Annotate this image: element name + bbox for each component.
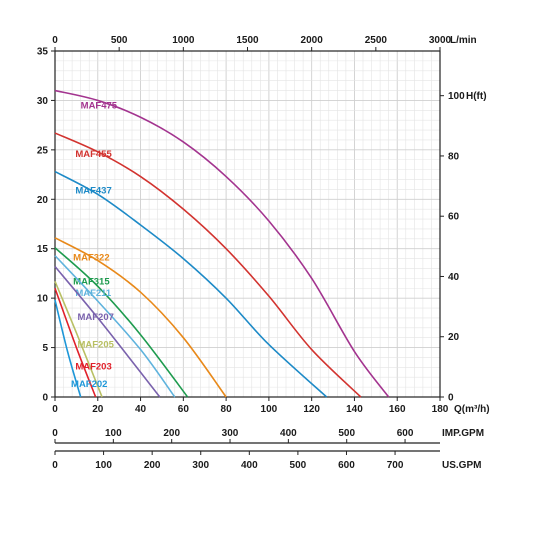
y-tick-label: 10: [37, 294, 49, 305]
us-gpm-tick-label: 500: [290, 460, 307, 471]
us-gpm-tick-label: 200: [144, 460, 161, 471]
x-tick-label: 40: [135, 404, 147, 415]
x-tick-label: 120: [303, 404, 320, 415]
x-tick-label: 60: [178, 404, 190, 415]
series-label-maf205: MAF205: [77, 340, 114, 351]
curve-maf322: [54, 237, 227, 398]
us-gpm-tick-label: 100: [95, 460, 112, 471]
top-tick-label: 2000: [301, 35, 324, 46]
x-tick-label: 160: [389, 404, 406, 415]
curve-maf202: [54, 299, 82, 398]
curve-maf205: [54, 281, 103, 398]
series-label-maf475: MAF475: [81, 100, 118, 111]
us-gpm-tick-label: 400: [241, 460, 258, 471]
y-tick-label: 30: [37, 96, 49, 107]
imp-gpm-axis-label: IMP.GPM: [442, 428, 484, 439]
top-tick-label: 1000: [172, 35, 195, 46]
curve-maf207: [54, 265, 161, 398]
series-label-maf315: MAF315: [73, 276, 110, 287]
imp-gpm-tick-label: 500: [338, 428, 355, 439]
series-label-maf207: MAF207: [77, 312, 113, 323]
x-tick-label: 140: [346, 404, 363, 415]
series-label-maf437: MAF437: [75, 185, 111, 196]
us-gpm-tick-label: 0: [52, 460, 58, 471]
us-gpm-axis-label: US.GPM: [442, 460, 481, 471]
curve-maf211: [54, 255, 176, 398]
y-tick-label: 5: [42, 343, 48, 354]
top-tick-label: 0: [52, 35, 58, 46]
imp-gpm-tick-label: 300: [222, 428, 239, 439]
us-gpm-tick-label: 700: [387, 460, 404, 471]
x-tick-label: 180: [432, 404, 449, 415]
us-gpm-tick-label: 600: [338, 460, 355, 471]
y-tick-label: 25: [37, 145, 49, 156]
x-axis-label: Q(m³/h): [454, 404, 490, 415]
y-tick-label: 20: [37, 195, 49, 206]
x-tick-label: 0: [52, 404, 58, 415]
top-axis-label: L/min: [450, 35, 477, 46]
curve-maf315: [54, 247, 189, 398]
series-label-maf202: MAF202: [71, 379, 107, 390]
imp-gpm-tick-label: 400: [280, 428, 297, 439]
y-tick-label: 35: [37, 47, 49, 58]
imp-gpm-tick-label: 600: [397, 428, 414, 439]
series-label-maf211: MAF211: [75, 288, 112, 299]
curve-maf475: [54, 89, 390, 398]
y-tick-label: 0: [42, 393, 48, 404]
imp-gpm-tick-label: 200: [163, 428, 180, 439]
right-axis-label: H(ft): [466, 91, 487, 102]
series-label-maf203: MAF203: [75, 361, 111, 372]
right-tick-label: 20: [448, 332, 460, 343]
imp-gpm-tick-label: 100: [105, 428, 122, 439]
x-tick-label: 80: [221, 404, 233, 415]
x-tick-label: 100: [261, 404, 278, 415]
top-tick-label: 2500: [365, 35, 388, 46]
right-tick-label: 0: [448, 393, 454, 404]
right-tick-label: 60: [448, 212, 460, 223]
x-tick-label: 20: [92, 404, 104, 415]
right-tick-label: 80: [448, 151, 460, 162]
curve-maf455: [54, 132, 362, 398]
series-label-maf322: MAF322: [73, 253, 109, 264]
curve-maf203: [54, 287, 97, 398]
right-tick-label: 40: [448, 272, 460, 283]
top-tick-label: 3000: [429, 35, 452, 46]
imp-gpm-tick-label: 0: [52, 428, 58, 439]
top-tick-label: 1500: [236, 35, 259, 46]
us-gpm-tick-label: 300: [192, 460, 209, 471]
right-tick-label: 100: [448, 91, 465, 102]
series-label-maf455: MAF455: [75, 149, 112, 160]
top-tick-label: 500: [111, 35, 128, 46]
y-tick-label: 15: [37, 244, 49, 255]
curve-maf437: [54, 170, 328, 398]
